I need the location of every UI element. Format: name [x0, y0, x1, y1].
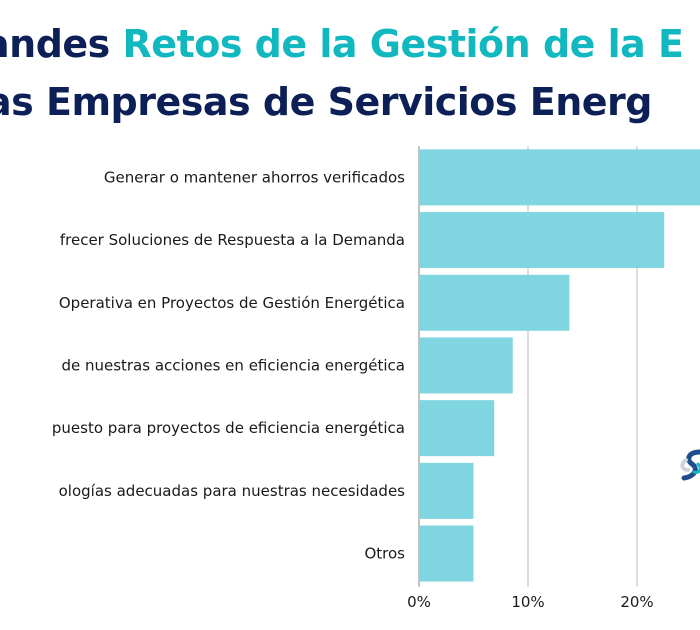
title-part-dark: andes — [0, 22, 110, 66]
x-tick-label: 20% — [620, 593, 653, 611]
bar-1 — [420, 212, 665, 269]
category-label: Operativa en Proyectos de Gestión Energé… — [59, 294, 405, 312]
bar-5 — [420, 462, 474, 519]
category-label: Otros — [364, 545, 405, 563]
bar-2 — [420, 274, 570, 331]
category-label: Generar o mantener ahorros verificados — [104, 168, 405, 186]
category-label: de nuestras acciones en eficiencia energ… — [61, 356, 405, 374]
x-tick-label: 0% — [407, 593, 431, 611]
bar-chart: Generar o mantener ahorros verificados fr… — [52, 146, 700, 611]
category-label: puesto para proyectos de eficiencia ener… — [52, 419, 405, 437]
bar-6 — [420, 525, 474, 582]
bar-3 — [420, 337, 513, 394]
title-line-2: as Empresas de Servicios Energ — [0, 80, 652, 124]
chart-title: andes Retos de la Gestión de la E as Emp… — [0, 0, 700, 140]
x-tick-label: 10% — [511, 593, 544, 611]
category-label: ologías adecuadas para nuestras necesida… — [59, 482, 406, 500]
title-part-accent: Retos de la Gestión de la E — [122, 22, 684, 66]
brand-logo-icon — [680, 449, 700, 481]
title-line-1: andes Retos de la Gestión de la E — [0, 22, 684, 66]
bar-4 — [420, 400, 495, 457]
category-label: frecer Soluciones de Respuesta a la Dema… — [60, 231, 405, 249]
bar-0 — [420, 149, 700, 206]
